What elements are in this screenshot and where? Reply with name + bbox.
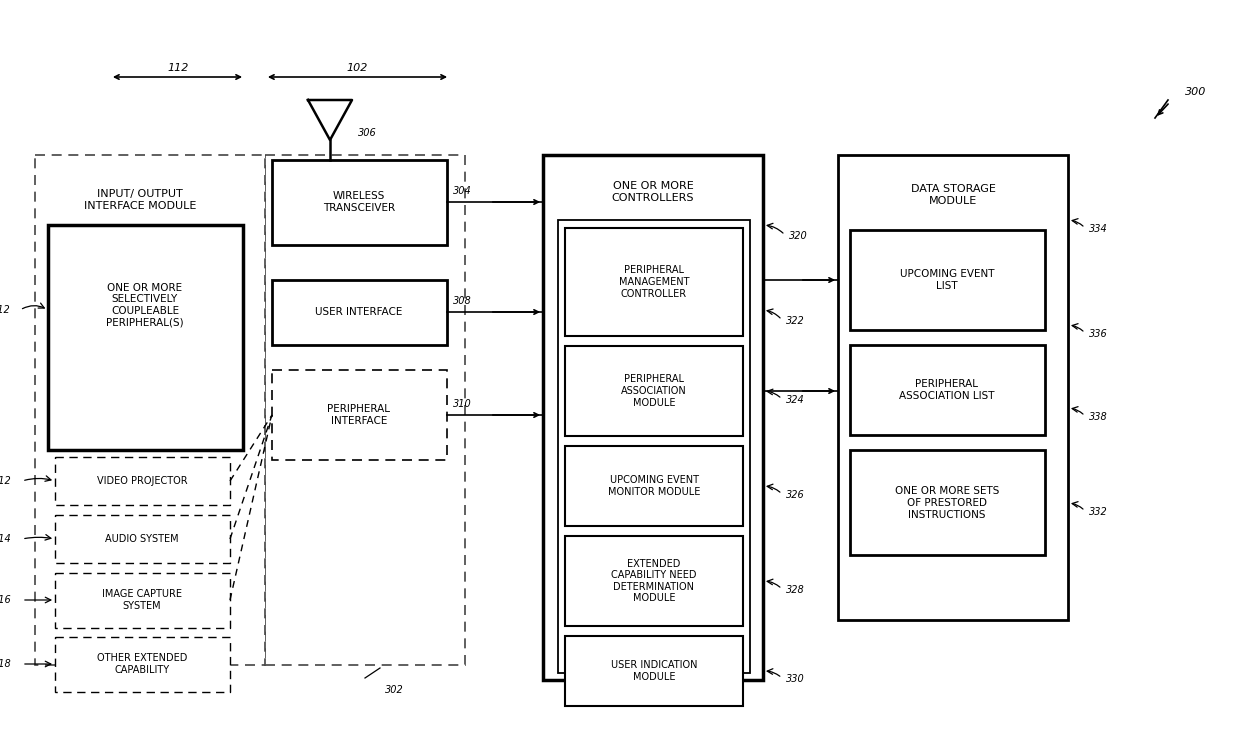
- Text: USER INDICATION
MODULE: USER INDICATION MODULE: [611, 660, 697, 682]
- Text: PERIPHERAL
ASSOCIATION
MODULE: PERIPHERAL ASSOCIATION MODULE: [621, 374, 687, 408]
- Bar: [265, 155, 465, 665]
- Text: 112: 112: [167, 63, 188, 73]
- Text: 336: 336: [1089, 329, 1107, 339]
- Text: UPCOMING EVENT
MONITOR MODULE: UPCOMING EVENT MONITOR MODULE: [608, 475, 701, 497]
- Text: 316: 316: [0, 595, 12, 605]
- Text: 112: 112: [0, 305, 10, 315]
- Bar: [849, 450, 1045, 555]
- Text: IMAGE CAPTURE
SYSTEM: IMAGE CAPTURE SYSTEM: [102, 589, 182, 611]
- Bar: [48, 225, 243, 450]
- Text: 300: 300: [1185, 87, 1207, 97]
- Text: 328: 328: [786, 585, 805, 595]
- Text: 324: 324: [786, 395, 805, 405]
- Bar: [558, 220, 750, 673]
- Text: PERIPHERAL
MANAGEMENT
CONTROLLER: PERIPHERAL MANAGEMENT CONTROLLER: [619, 265, 689, 299]
- Text: 320: 320: [789, 231, 807, 241]
- Bar: [55, 515, 229, 563]
- Bar: [272, 160, 446, 245]
- Text: 330: 330: [786, 674, 805, 684]
- Text: ONE OR MORE
SELECTIVELY
COUPLEABLE
PERIPHERAL(S): ONE OR MORE SELECTIVELY COUPLEABLE PERIP…: [107, 282, 184, 327]
- Text: 302: 302: [384, 685, 404, 695]
- Bar: [565, 536, 743, 626]
- Bar: [55, 637, 229, 692]
- Bar: [272, 280, 446, 345]
- Text: VIDEO PROJECTOR: VIDEO PROJECTOR: [97, 476, 187, 486]
- Bar: [565, 446, 743, 526]
- Text: PERIPHERAL
ASSOCIATION LIST: PERIPHERAL ASSOCIATION LIST: [899, 379, 994, 401]
- Text: 102: 102: [346, 63, 368, 73]
- Text: 304: 304: [453, 186, 471, 196]
- Bar: [565, 228, 743, 336]
- Text: 326: 326: [786, 490, 805, 500]
- Text: 306: 306: [358, 128, 377, 138]
- Text: 318: 318: [0, 659, 12, 669]
- Text: EXTENDED
CAPABILITY NEED
DETERMINATION
MODULE: EXTENDED CAPABILITY NEED DETERMINATION M…: [611, 559, 697, 604]
- Text: ONE OR MORE
CONTROLLERS: ONE OR MORE CONTROLLERS: [611, 182, 694, 202]
- Text: INPUT/ OUTPUT
INTERFACE MODULE: INPUT/ OUTPUT INTERFACE MODULE: [84, 189, 196, 211]
- Text: 334: 334: [1089, 224, 1107, 234]
- Bar: [272, 370, 446, 460]
- Text: OTHER EXTENDED
CAPABILITY: OTHER EXTENDED CAPABILITY: [97, 653, 187, 675]
- Text: PERIPHERAL
INTERFACE: PERIPHERAL INTERFACE: [327, 404, 391, 426]
- Bar: [838, 155, 1068, 620]
- Bar: [849, 345, 1045, 435]
- Text: ONE OR MORE SETS
OF PRESTORED
INSTRUCTIONS: ONE OR MORE SETS OF PRESTORED INSTRUCTIO…: [895, 486, 999, 520]
- Text: USER INTERFACE: USER INTERFACE: [315, 307, 403, 317]
- Bar: [565, 346, 743, 436]
- Text: 312: 312: [0, 476, 12, 486]
- Text: WIRELESS
TRANSCEIVER: WIRELESS TRANSCEIVER: [322, 191, 396, 213]
- Text: 310: 310: [453, 399, 471, 409]
- Text: 308: 308: [453, 296, 471, 306]
- Text: 332: 332: [1089, 507, 1107, 517]
- Text: 322: 322: [786, 316, 805, 326]
- Bar: [55, 573, 229, 628]
- Text: 314: 314: [0, 534, 12, 544]
- Bar: [565, 636, 743, 706]
- Bar: [35, 155, 265, 665]
- Text: 338: 338: [1089, 412, 1107, 422]
- Text: AUDIO SYSTEM: AUDIO SYSTEM: [105, 534, 179, 544]
- Bar: [849, 230, 1045, 330]
- Text: UPCOMING EVENT
LIST: UPCOMING EVENT LIST: [900, 269, 994, 291]
- Bar: [55, 457, 229, 505]
- Text: DATA STORAGE
MODULE: DATA STORAGE MODULE: [910, 185, 996, 206]
- Bar: [543, 155, 763, 680]
